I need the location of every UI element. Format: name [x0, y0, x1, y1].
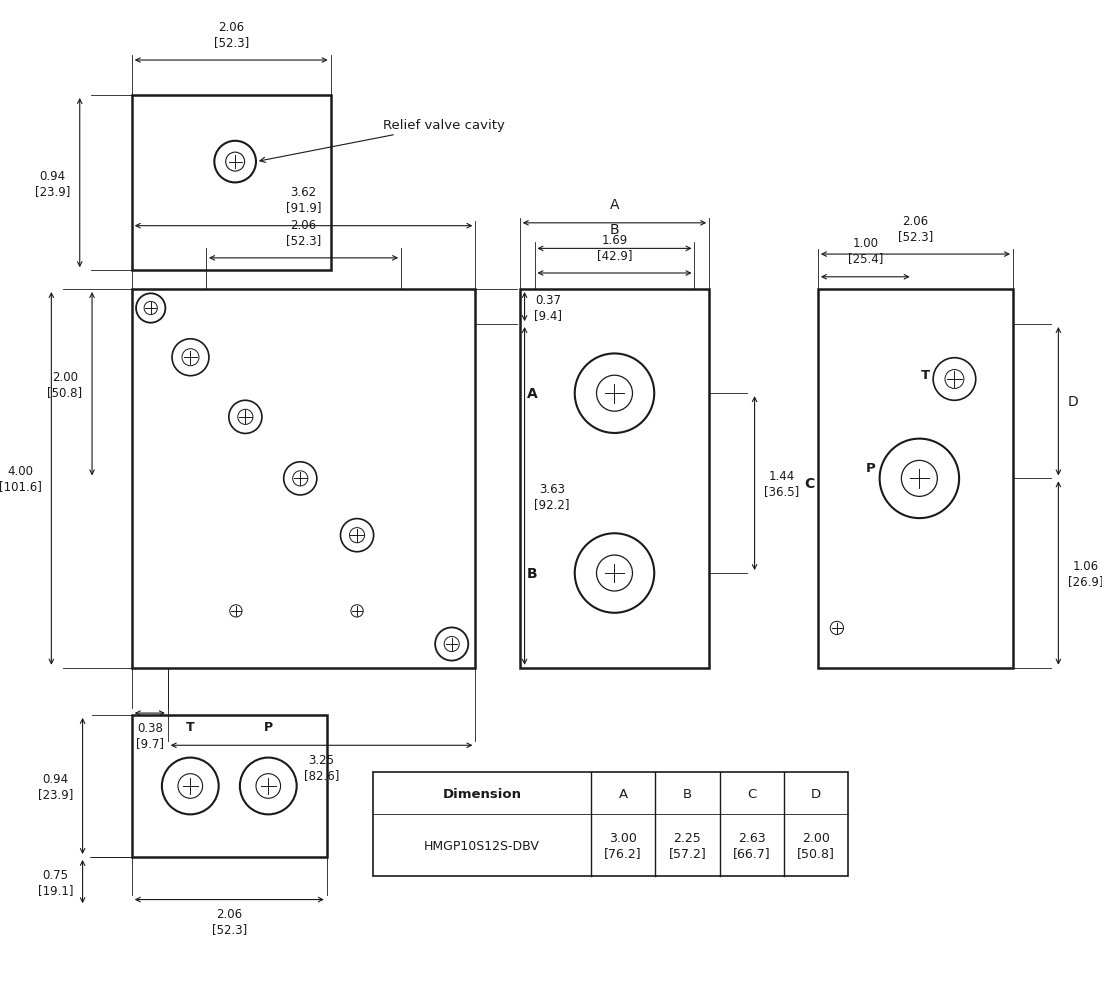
- Text: 1.06
[26.9]: 1.06 [26.9]: [1068, 560, 1102, 588]
- Text: 3.00
[76.2]: 3.00 [76.2]: [604, 831, 641, 860]
- Text: Dimension: Dimension: [443, 786, 521, 799]
- Text: 0.37
[9.4]: 0.37 [9.4]: [534, 293, 562, 321]
- Text: P: P: [263, 720, 273, 733]
- Text: A: A: [527, 387, 538, 401]
- Text: A: A: [609, 198, 619, 212]
- Text: 2.00
[50.8]: 2.00 [50.8]: [797, 831, 835, 860]
- Text: 1.00
[25.4]: 1.00 [25.4]: [847, 238, 883, 265]
- Text: D: D: [1068, 395, 1079, 409]
- Text: T: T: [920, 368, 930, 381]
- Text: 3.63
[92.2]: 3.63 [92.2]: [534, 482, 570, 511]
- Text: 2.06
[52.3]: 2.06 [52.3]: [212, 908, 247, 935]
- Text: 0.75
[19.1]: 0.75 [19.1]: [37, 868, 73, 896]
- Text: 2.06
[52.3]: 2.06 [52.3]: [285, 219, 321, 247]
- Text: 1.44
[36.5]: 1.44 [36.5]: [764, 469, 799, 497]
- Text: D: D: [811, 786, 821, 799]
- Text: C: C: [803, 476, 814, 490]
- Text: 2.06
[52.3]: 2.06 [52.3]: [898, 215, 933, 243]
- Bar: [520, 290, 709, 668]
- Text: 3.25
[82.6]: 3.25 [82.6]: [304, 753, 339, 781]
- Text: 4.00
[101.6]: 4.00 [101.6]: [0, 465, 42, 492]
- Text: P: P: [865, 461, 875, 474]
- Text: Relief valve cavity: Relief valve cavity: [260, 119, 505, 163]
- Text: A: A: [618, 786, 627, 799]
- Text: 2.63
[66.7]: 2.63 [66.7]: [733, 831, 770, 860]
- Text: 2.06
[52.3]: 2.06 [52.3]: [214, 21, 249, 49]
- Bar: [132, 715, 327, 858]
- Text: B: B: [609, 223, 619, 237]
- Text: HMGP10S12S-DBV: HMGP10S12S-DBV: [424, 839, 540, 852]
- Bar: [374, 772, 849, 876]
- Text: 0.94
[23.9]: 0.94 [23.9]: [35, 170, 71, 198]
- Text: 0.38
[9.7]: 0.38 [9.7]: [136, 721, 164, 749]
- Text: 1.69
[42.9]: 1.69 [42.9]: [597, 234, 633, 262]
- Text: B: B: [683, 786, 692, 799]
- Text: 2.00
[50.8]: 2.00 [50.8]: [47, 370, 83, 398]
- Bar: [818, 290, 1013, 668]
- Bar: [132, 96, 331, 271]
- Text: 3.62
[91.9]: 3.62 [91.9]: [285, 187, 322, 215]
- Text: T: T: [186, 720, 195, 733]
- Text: B: B: [527, 567, 538, 581]
- Text: 2.25
[57.2]: 2.25 [57.2]: [669, 831, 706, 860]
- Text: 0.94
[23.9]: 0.94 [23.9]: [37, 772, 73, 800]
- Text: C: C: [747, 786, 756, 799]
- Bar: [132, 290, 475, 668]
